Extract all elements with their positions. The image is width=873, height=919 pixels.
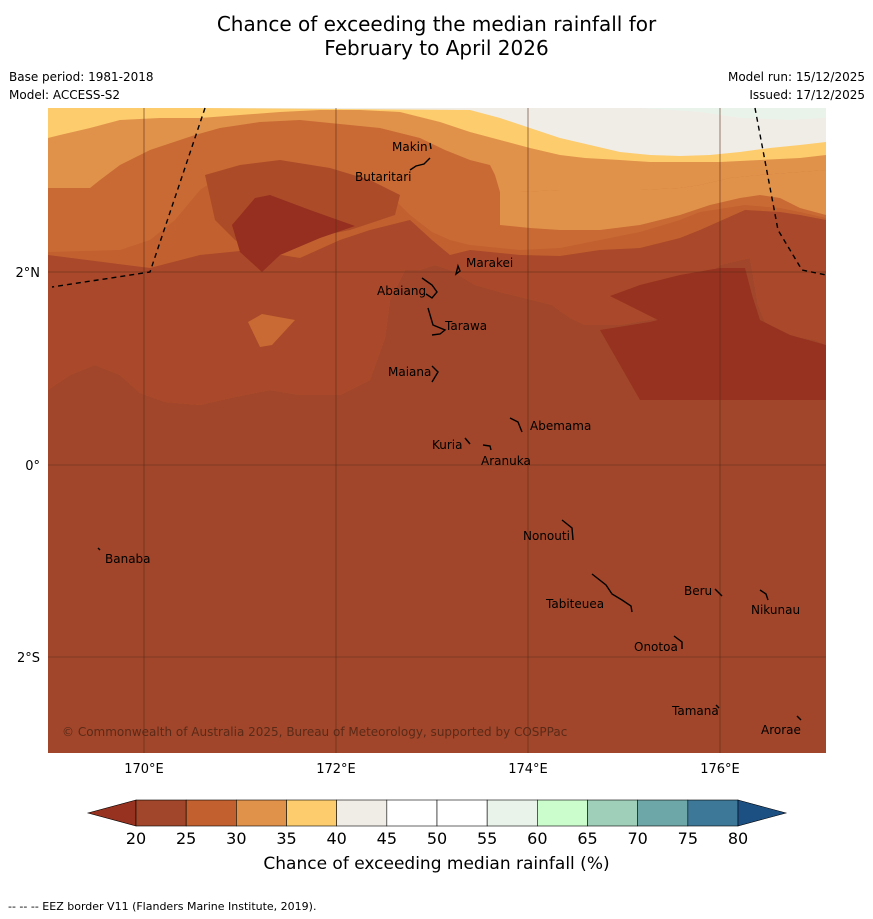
colorbar-segment (386, 799, 438, 827)
lon-label-172: 172°E (316, 762, 356, 777)
island-tabiteuea (591, 573, 633, 613)
colorbar-tick-label: 80 (728, 829, 748, 848)
label-marakei: Marakei (466, 256, 513, 270)
label-banaba: Banaba (105, 552, 151, 566)
island-makin (429, 142, 432, 150)
island-nonouti (561, 519, 574, 541)
band-30-35-b (500, 170, 826, 230)
lon-label-170: 170°E (124, 762, 164, 777)
label-nonouti: Nonouti (523, 529, 570, 543)
island-marakei (454, 263, 461, 276)
island-maiana (431, 365, 439, 383)
colorbar-segment (436, 799, 488, 827)
model-name: Model: ACCESS-S2 (9, 88, 121, 102)
colorbar-tick-label: 60 (527, 829, 547, 848)
colorbar-segment (135, 799, 187, 827)
lon-label-174: 174°E (508, 762, 548, 777)
label-abaiang: Abaiang (377, 284, 426, 298)
label-makin: Makin (392, 140, 428, 154)
copyright: © Commonwealth of Australia 2025, Bureau… (62, 725, 567, 739)
band-20-blob (232, 195, 355, 272)
colorbar-segment (486, 799, 538, 827)
band-30-patch (248, 314, 295, 347)
island-abaiang (421, 277, 438, 299)
island-tamana (715, 704, 720, 709)
colorbar-tick-label: 30 (226, 829, 246, 848)
islands (97, 142, 802, 721)
eez-border (51, 107, 827, 288)
island-aranuka (482, 444, 492, 451)
colorbar-tick-label: 70 (627, 829, 647, 848)
colorbar-tick-label: 55 (477, 829, 497, 848)
label-nikunau: Nikunau (751, 603, 800, 617)
colorbar-segment (236, 799, 287, 827)
island-arorae (796, 715, 802, 721)
colorbar-tick-label: 40 (326, 829, 346, 848)
colorbar-tick-label: 20 (126, 829, 146, 848)
colorbar-over-arrow (737, 799, 788, 827)
island-banaba (97, 547, 101, 551)
colorbar-segment (185, 799, 237, 827)
island-abemama (509, 417, 523, 433)
island-tarawa (427, 307, 447, 336)
colorbar-label: Chance of exceeding median rainfall (%) (263, 854, 610, 874)
label-arorae: Arorae (761, 723, 801, 737)
colorbar-tick-label: 65 (577, 829, 597, 848)
island-nikunau (759, 589, 769, 601)
colorbar-tick-label: 50 (427, 829, 447, 848)
lat-label-2s: 2°S (17, 651, 40, 666)
colorbar-segment (687, 799, 739, 827)
colorbar-segment (286, 799, 337, 827)
band-20-right (600, 268, 826, 400)
map-title: Chance of exceeding the median rainfall … (0, 12, 873, 60)
colorbar-tick-label: 25 (176, 829, 196, 848)
label-kuria: Kuria (432, 438, 463, 452)
probability-contours (48, 108, 826, 753)
eez-footnote: -- -- -- EEZ border V11 (Flanders Marine… (8, 900, 317, 913)
label-aranuka: Aranuka (481, 454, 531, 468)
colorbar-tick-label: 35 (276, 829, 296, 848)
title-line-2: February to April 2026 (324, 36, 549, 60)
label-beru: Beru (684, 584, 712, 598)
colorbar-segment (336, 799, 388, 827)
colorbar-tick-label: 45 (377, 829, 397, 848)
label-tarawa: Tarawa (444, 319, 487, 333)
island-kuria (464, 437, 471, 445)
band-45-55 (640, 108, 826, 120)
title-line-1: Chance of exceeding the median rainfall … (216, 12, 657, 36)
graticule (48, 108, 826, 753)
label-butaritari: Butaritari (355, 170, 412, 184)
band-20-25-middle (48, 210, 826, 405)
colorbar-segment (587, 799, 638, 827)
label-maiana: Maiana (388, 365, 431, 379)
lat-label-2n: 2°N (16, 266, 41, 281)
lat-label-0: 0° (25, 459, 40, 474)
label-abemama: Abemama (530, 419, 591, 433)
label-tamana: Tamana (671, 704, 719, 718)
colorbar: 20 25 30 35 40 45 50 55 60 65 70 75 80 (86, 799, 788, 848)
island-butaritari (409, 157, 431, 171)
colorbar-under-arrow (86, 799, 137, 827)
model-run: Model run: 15/12/2025 (727, 70, 865, 84)
colorbar-tick-label: 75 (678, 829, 698, 848)
label-tabiteuea: Tabiteuea (545, 597, 604, 611)
base-period: Base period: 1981-2018 (9, 70, 154, 84)
lon-label-176: 176°E (700, 762, 740, 777)
island-onotoa (673, 635, 683, 649)
island-beru (714, 588, 723, 597)
colorbar-segment (537, 799, 588, 827)
band-40-45 (200, 108, 826, 156)
colorbar-segment (637, 799, 689, 827)
issued-date: Issued: 17/12/2025 (749, 88, 865, 102)
label-onotoa: Onotoa (634, 640, 678, 654)
